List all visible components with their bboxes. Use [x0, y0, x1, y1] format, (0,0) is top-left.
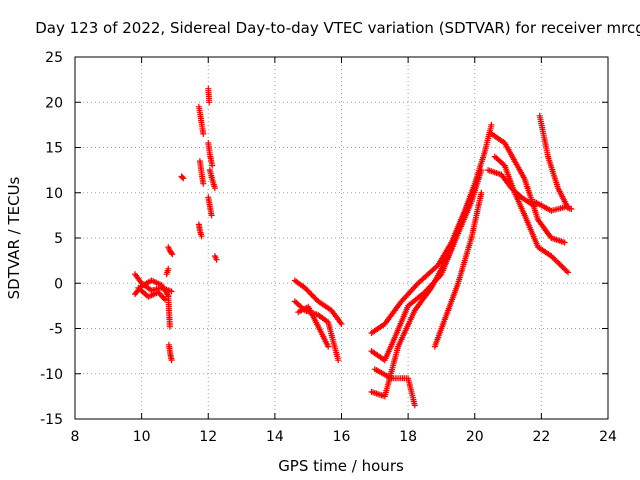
data-series-fall-20.5-c	[485, 167, 538, 210]
data-series-arc-14.6-b	[291, 298, 342, 364]
data-series-rise-18.8	[431, 189, 485, 350]
x-tick-label: 20	[466, 429, 484, 445]
x-axis-title: GPS time / hours	[278, 457, 404, 475]
data-series-arc-10.8-c	[165, 244, 176, 258]
data-series-arc-10.8-b	[165, 341, 175, 364]
x-tick-label: 22	[532, 429, 550, 445]
y-tick-label: 10	[45, 186, 63, 202]
data-series-arc-22	[536, 112, 575, 212]
data-series-arc-12-b	[205, 140, 216, 169]
data-series-arc-11.7-a	[195, 103, 207, 137]
y-tick-label: -15	[40, 412, 63, 428]
x-tick-label: 14	[266, 429, 284, 445]
x-tick-label: 12	[199, 429, 217, 445]
data-series-arc-12-c	[206, 167, 218, 192]
x-tick-label: 18	[399, 429, 417, 445]
axis-ticks	[74, 56, 609, 420]
y-tick-label: -10	[40, 367, 63, 383]
y-tick-label: 25	[45, 50, 63, 66]
chart-title: Day 123 of 2022, Sidereal Day-to-day VTE…	[35, 19, 640, 37]
data-series-arc-14.6-a	[291, 277, 345, 327]
x-tick-label: 8	[71, 429, 80, 445]
y-axis-title: SDTVAR / TECUs	[5, 176, 23, 299]
data-marks	[132, 85, 575, 409]
x-tick-label: 10	[133, 429, 151, 445]
data-series-fall-20.5-b	[491, 153, 571, 276]
data-series-arc-21.8	[531, 198, 571, 214]
data-series-cluster-10h-c	[135, 284, 168, 303]
data-series-arc-11.7-c	[195, 221, 205, 240]
y-tick-labels: 25 20 15 10 5 0 -5 -10 -15	[40, 50, 63, 428]
data-series-arc-12-d	[205, 194, 215, 219]
x-tick-labels: 8 10 12 14 16 18 20 22 24	[71, 429, 617, 445]
y-tick-label: 0	[54, 276, 63, 292]
data-series-arc-10.8-a	[165, 293, 173, 330]
x-tick-label: 24	[599, 429, 617, 445]
data-series-arc-12-e	[211, 253, 220, 263]
grid	[75, 57, 608, 419]
x-tick-label: 16	[333, 429, 351, 445]
data-series-rise-17-b	[368, 167, 485, 364]
data-series-arc-10.8-d	[163, 265, 172, 278]
data-series-arc-11.7-b	[196, 158, 207, 187]
y-tick-label: 15	[45, 141, 63, 157]
data-series-arc-12-a	[205, 85, 213, 106]
data-series-arc-14.6-c	[295, 303, 332, 350]
data-series-fall-20.5-a	[488, 130, 568, 246]
y-tick-label: 5	[54, 231, 63, 247]
data-series-rise-17-c	[368, 185, 478, 400]
y-tick-label: -5	[49, 322, 63, 338]
data-series-arc-11.2	[178, 173, 187, 182]
data-series-rise-17-d	[371, 366, 418, 409]
y-tick-label: 20	[45, 95, 63, 111]
